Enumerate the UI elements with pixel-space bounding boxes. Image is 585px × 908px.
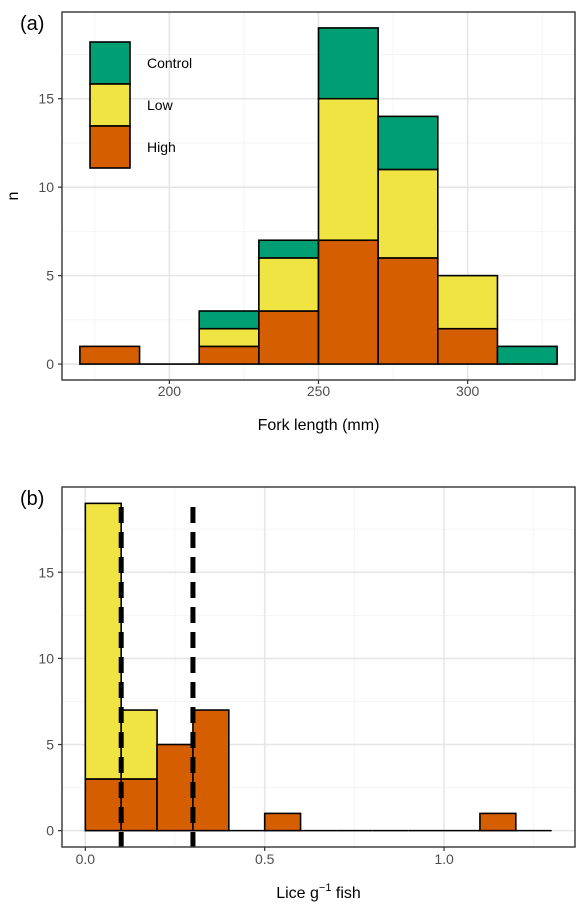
panel-a-bars [79,27,558,365]
panel-label: (a) [20,13,44,35]
x-tick-label: 1.0 [434,851,454,867]
bar-high-6 [437,327,499,365]
panel-label: (b) [20,488,44,510]
bar-high-2 [198,345,260,365]
bar-control-5 [377,115,439,171]
legend-key-control [89,41,131,85]
bar-high-11 [479,812,517,832]
bar-low-2 [198,327,260,348]
plot-frame [61,486,576,848]
x-tick-label: 0.0 [76,851,96,867]
panel-a-legend: Control Low High [89,41,192,169]
legend-key-high [89,125,131,169]
x-tick-label: 200 [158,383,182,399]
x-tick-label: 250 [307,383,331,399]
bar-high-0 [84,778,122,832]
x-axis-title: Lice g−1 fish [276,882,361,902]
bar-control-2 [198,310,260,330]
x-tick-label: 0.5 [255,851,275,867]
bar-high-4 [317,239,379,365]
bar-control-4 [317,27,379,100]
x-axis-title: Fork length (mm) [258,417,380,434]
bar-high-5 [377,257,439,365]
y-tick-label: 15 [38,91,54,107]
bar-low-5 [377,168,439,259]
x-axis-title-suffix: fish [331,885,360,902]
bar-low-0 [84,502,122,780]
panel-b-bars [84,502,552,832]
bar-low-6 [437,274,499,330]
bar-control-3 [258,239,320,259]
panel-a: 200 250 300 0 5 10 15 Fork length (mm) n (a) Cont… [5,11,576,434]
bar-high-3 [192,709,230,832]
bar-low-4 [317,97,379,242]
y-tick-label: 10 [38,650,54,666]
y-tick-label: 0 [46,823,54,839]
bar-low-1 [120,709,158,780]
legend-key-low [89,83,131,127]
y-axis-title: n [5,192,22,201]
bar-control-7 [496,345,558,365]
panel-a-axes: 200 250 300 0 5 10 15 Fork length (mm) n (a) [5,11,576,434]
panel-b-axes: 0.0 0.5 1.0 0 5 10 15 Lice g−1 fish (b) [20,486,576,902]
panel-b: 0.0 0.5 1.0 0 5 10 15 Lice g−1 fish (b) [20,486,576,902]
y-tick-label: 10 [38,179,54,195]
y-tick-label: 5 [46,737,54,753]
panel-b-overlay [118,507,196,847]
x-tick-label: 300 [456,383,480,399]
y-tick-label: 15 [38,564,54,580]
bar-high-2 [156,743,194,832]
bar-high-0 [79,345,141,365]
bar-high-3 [258,310,320,365]
bar-high-5 [263,812,302,832]
bar-low-3 [258,257,320,312]
y-tick-label: 0 [46,356,54,372]
legend-label-high: High [147,139,176,155]
y-tick-label: 5 [46,268,54,284]
bar-high-1 [120,778,158,832]
legend-label-low: Low [147,97,174,113]
legend-label-control: Control [147,55,192,71]
x-axis-title-superscript: −1 [319,882,332,894]
